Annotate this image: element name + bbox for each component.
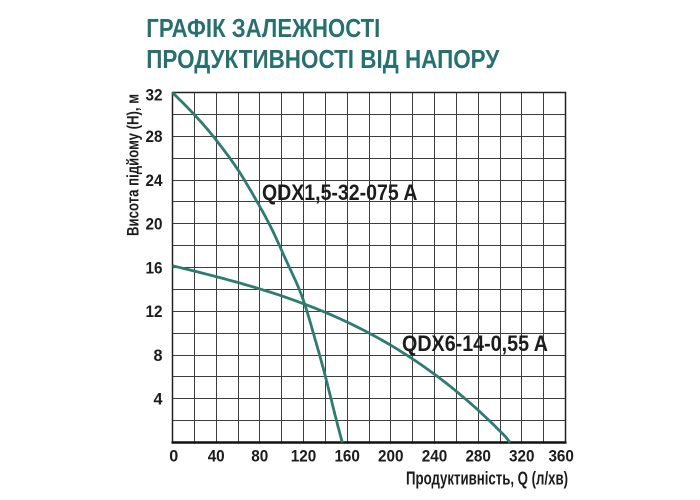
svg-text:ПРОДУКТИВНОСТІ ВІД НАПОРУ: ПРОДУКТИВНОСТІ ВІД НАПОРУ bbox=[146, 44, 500, 74]
svg-text:40: 40 bbox=[208, 448, 225, 466]
svg-text:ГРАФІК ЗАЛЕЖНОСТІ: ГРАФІК ЗАЛЕЖНОСТІ bbox=[146, 13, 380, 43]
svg-text:80: 80 bbox=[251, 448, 268, 466]
svg-text:200: 200 bbox=[378, 448, 404, 466]
svg-text:240: 240 bbox=[422, 448, 448, 466]
svg-text:160: 160 bbox=[334, 448, 360, 466]
svg-text:28: 28 bbox=[146, 128, 163, 146]
svg-text:360: 360 bbox=[548, 448, 574, 466]
svg-text:120: 120 bbox=[291, 448, 317, 466]
svg-text:QDX1,5-32-075 A: QDX1,5-32-075 A bbox=[262, 180, 418, 205]
svg-text:8: 8 bbox=[153, 347, 162, 365]
svg-text:Продуктивність, Q (л/хв): Продуктивність, Q (л/хв) bbox=[406, 469, 568, 489]
svg-text:20: 20 bbox=[146, 216, 163, 234]
svg-text:12: 12 bbox=[146, 303, 163, 321]
svg-text:4: 4 bbox=[153, 391, 162, 409]
svg-text:280: 280 bbox=[465, 448, 491, 466]
svg-text:32: 32 bbox=[146, 86, 163, 104]
svg-text:24: 24 bbox=[146, 172, 163, 190]
svg-text:QDX6-14-0,55 A: QDX6-14-0,55 A bbox=[402, 331, 548, 356]
svg-text:320: 320 bbox=[509, 448, 535, 466]
svg-text:0: 0 bbox=[169, 448, 178, 466]
svg-text:16: 16 bbox=[146, 259, 163, 277]
svg-text:Висота підйому (H), м: Висота підйому (H), м bbox=[124, 94, 143, 236]
